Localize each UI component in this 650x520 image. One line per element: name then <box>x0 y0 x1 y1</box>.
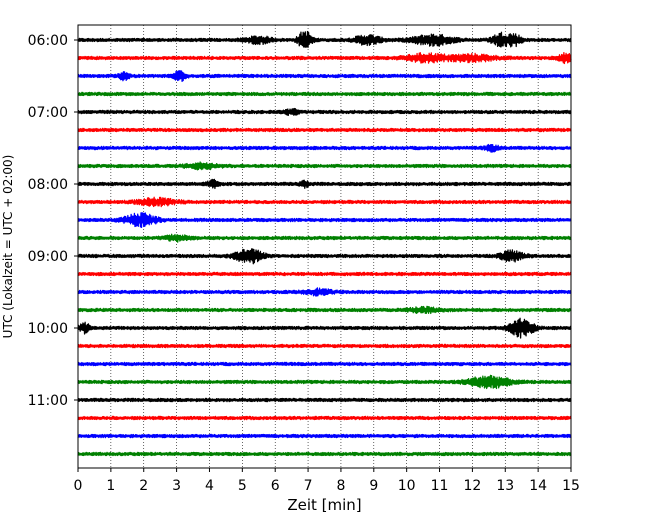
trace-line <box>77 196 572 208</box>
x-tick-label: 2 <box>139 478 148 494</box>
x-tick-label: 15 <box>562 478 580 494</box>
x-tick-label: 12 <box>463 478 481 494</box>
y-tick-label: 11:00 <box>28 393 68 409</box>
trace-line <box>77 287 572 297</box>
plot-frame <box>77 24 572 469</box>
trace-line <box>77 51 572 65</box>
trace-line <box>77 30 572 48</box>
trace-line <box>77 107 572 117</box>
y-tick-label: 06:00 <box>28 33 68 49</box>
x-tick-label: 3 <box>172 478 181 494</box>
trace-line <box>77 317 572 339</box>
x-axis-ticks: 0 1 2 3 4 5 6 7 8 9 10 11 12 13 14 15 <box>74 468 580 494</box>
x-tick-label: 0 <box>74 478 83 494</box>
trace-line <box>77 127 572 133</box>
trace-line <box>77 248 572 265</box>
x-tick-label: 14 <box>529 478 547 494</box>
y-tick-label: 09:00 <box>28 249 68 265</box>
x-tick-label: 10 <box>398 478 416 494</box>
trace-line <box>77 233 572 243</box>
trace-line <box>77 178 572 190</box>
trace-line <box>77 343 572 349</box>
y-axis-ticks: 06:00 07:00 08:00 09:00 10:00 11:00 <box>28 33 78 409</box>
y-tick-label: 07:00 <box>28 105 68 121</box>
y-tick-label: 10:00 <box>28 321 68 337</box>
trace-line <box>77 271 572 277</box>
seismic-traces <box>77 30 572 457</box>
x-tick-label: 9 <box>369 478 378 494</box>
x-tick-label: 13 <box>496 478 514 494</box>
x-tick-label: 11 <box>431 478 449 494</box>
trace-line <box>77 433 572 439</box>
trace-line <box>77 143 572 153</box>
trace-line <box>77 451 572 457</box>
x-tick-label: 1 <box>106 478 115 494</box>
trace-line <box>77 70 572 82</box>
minute-grid <box>110 25 539 468</box>
y-tick-label: 08:00 <box>28 177 68 193</box>
trace-line <box>77 91 572 97</box>
x-axis-label: Zeit [min] <box>287 496 361 514</box>
x-tick-label: 5 <box>238 478 247 494</box>
x-tick-label: 7 <box>304 478 313 494</box>
y-axis-label: UTC (Lokalzeit = UTC + 02:00) <box>1 155 15 339</box>
trace-line <box>77 361 572 367</box>
trace-line <box>77 415 572 421</box>
x-tick-label: 4 <box>205 478 214 494</box>
trace-line <box>77 212 572 229</box>
x-tick-label: 6 <box>271 478 280 494</box>
x-tick-label: 8 <box>336 478 345 494</box>
trace-line <box>77 374 572 390</box>
trace-line <box>77 397 572 403</box>
trace-line <box>77 161 572 171</box>
trace-line <box>77 305 572 315</box>
